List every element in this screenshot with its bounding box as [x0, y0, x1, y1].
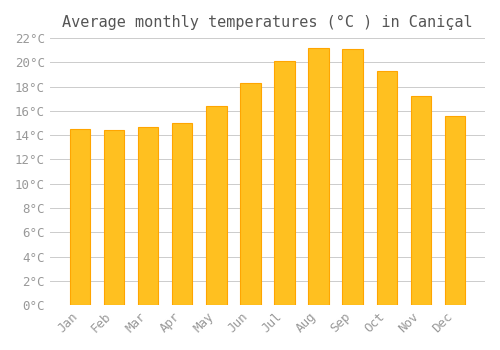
Bar [445, 116, 465, 305]
Bar [138, 127, 158, 305]
Bar [70, 129, 90, 305]
Bar [206, 106, 227, 305]
Title: Average monthly temperatures (°C ) in Caniçal: Average monthly temperatures (°C ) in Ca… [62, 15, 472, 30]
Bar [240, 83, 260, 305]
Bar [308, 48, 329, 305]
Bar [410, 96, 431, 305]
Bar [376, 71, 397, 305]
Bar [342, 49, 363, 305]
Bar [172, 123, 193, 305]
Bar [104, 130, 124, 305]
Bar [274, 61, 294, 305]
